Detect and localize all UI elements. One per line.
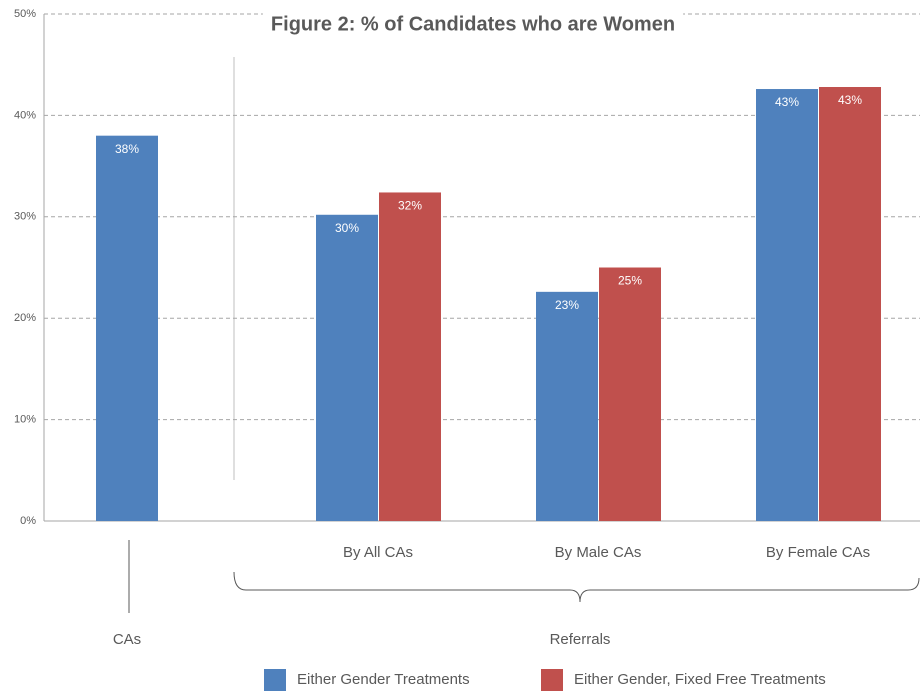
value-label: 38% — [115, 142, 139, 156]
value-label: 30% — [335, 221, 359, 235]
title-bg — [262, 9, 684, 40]
bar — [819, 87, 881, 522]
x-tick-label: By Male CAs — [555, 544, 642, 561]
value-label: 32% — [398, 199, 422, 213]
y-tick-label: 20% — [14, 312, 36, 324]
legend-label: Either Gender, Fixed Free Treatments — [574, 671, 826, 688]
chart-title: Figure 2: % of Candidates who are Women — [271, 13, 675, 35]
y-tick-label: 50% — [14, 8, 36, 20]
bar — [599, 267, 661, 521]
bar — [379, 192, 441, 522]
legend-swatch — [264, 669, 286, 691]
value-label: 43% — [775, 95, 799, 109]
value-label: 23% — [555, 298, 579, 312]
y-tick-label: 0% — [20, 515, 36, 527]
group-brace — [233, 571, 920, 603]
y-tick-label: 40% — [14, 109, 36, 121]
x-tick-label: By All CAs — [343, 544, 413, 561]
bar — [316, 214, 378, 521]
group-label: Referrals — [550, 631, 611, 648]
legend-swatch — [541, 669, 563, 691]
legend-label: Either Gender Treatments — [297, 671, 470, 688]
bar — [536, 291, 598, 521]
bar — [96, 135, 158, 521]
value-label: 43% — [838, 93, 862, 107]
group-label: CAs — [113, 631, 141, 648]
bar — [756, 89, 818, 521]
value-label: 25% — [618, 274, 642, 288]
y-tick-label: 30% — [14, 211, 36, 223]
y-tick-label: 10% — [14, 414, 36, 426]
x-tick-label: By Female CAs — [766, 544, 870, 561]
